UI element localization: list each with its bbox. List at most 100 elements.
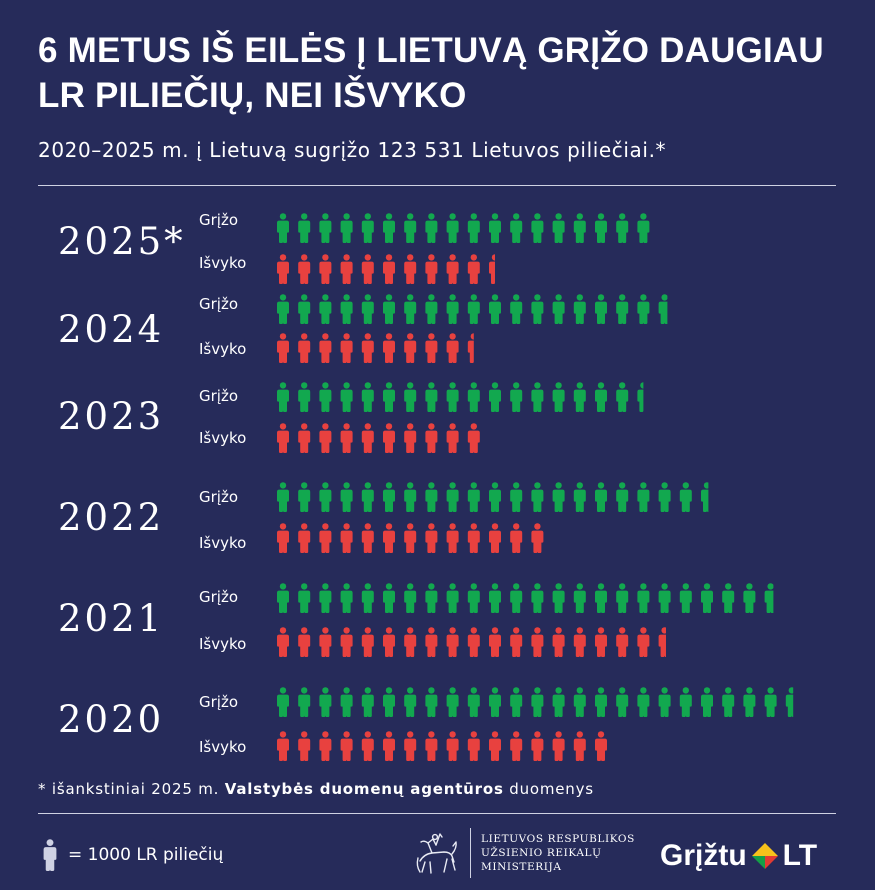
returned-person-2020-24: [764, 687, 777, 717]
returned-person-2022-1: [277, 482, 289, 512]
returned-person-2024-12: [510, 294, 523, 324]
left-person-2022-11: [489, 523, 501, 553]
left-person-2022-2: [298, 523, 311, 553]
left-person-2025-1: [277, 254, 289, 284]
left-person-2021-16: [595, 627, 607, 657]
returned-person-2021-11: [489, 583, 501, 613]
left-person-2023-1: [277, 423, 289, 453]
left-person-2024-4: [340, 333, 353, 363]
left-person-2024-8: [425, 333, 438, 363]
returned-person-2024-15: [573, 294, 586, 324]
returned-person-2025-10: [467, 213, 480, 243]
footnote: * išankstiniai 2025 m. Valstybės duomenų…: [38, 780, 594, 798]
left-person-2021-15: [573, 627, 586, 657]
footnote-prefix: * išankstiniai 2025 m.: [38, 780, 225, 798]
ministry-name: LIETUVOS RESPUBLIKOS UŽSIENIO REIKALŲ MI…: [481, 832, 635, 874]
left-person-2020-15: [573, 731, 586, 761]
left-person-2023-10: [467, 423, 480, 453]
returned-person-2020-19: [658, 687, 671, 717]
left-person-2020-8: [425, 731, 438, 761]
left-person-2023-5: [361, 423, 374, 453]
left-person-2025-7: [404, 254, 417, 284]
returned-person-2023-5: [361, 382, 374, 412]
returned-person-2023-3: [319, 382, 332, 412]
returned-person-2020-2: [298, 687, 311, 717]
left-person-2020-7: [404, 731, 417, 761]
returned-person-2021-22: [722, 583, 735, 613]
returned-person-2021-4: [340, 583, 353, 613]
returned-label-2020: Grįžo: [199, 693, 239, 711]
left-person-2023-7: [404, 423, 417, 453]
legend-text: = 1000 LR piliečių: [68, 845, 224, 865]
left-person-2025-8: [425, 254, 438, 284]
returned-person-2021-19: [658, 583, 671, 613]
returned-person-2024-16: [595, 294, 607, 324]
left-person-2021-19: [658, 627, 666, 657]
returned-person-2024-7: [404, 294, 417, 324]
returned-person-2022-14: [552, 482, 565, 512]
returned-person-2025-3: [319, 213, 332, 243]
returned-person-2020-16: [595, 687, 607, 717]
returned-person-2020-23: [743, 687, 756, 717]
returned-label-2022: Grįžo: [199, 488, 239, 506]
returned-person-2024-9: [446, 294, 459, 324]
left-person-2021-3: [319, 627, 332, 657]
year-label-2021: 2021: [58, 597, 165, 640]
returned-person-2020-12: [510, 687, 523, 717]
ministry-line-2: UŽSIENIO REIKALŲ: [481, 847, 602, 859]
returned-person-2025-16: [595, 213, 607, 243]
left-label-2022: Išvyko: [199, 534, 247, 552]
returned-person-2022-21: [701, 482, 709, 512]
left-person-2022-7: [404, 523, 417, 553]
returned-person-2020-3: [319, 687, 332, 717]
brand-name: Grįžtu: [660, 839, 747, 872]
returned-person-2020-25: [785, 687, 794, 717]
returned-person-2023-17: [616, 382, 629, 412]
left-person-2020-10: [467, 731, 480, 761]
returned-person-2025-11: [489, 213, 501, 243]
returned-person-2024-5: [361, 294, 374, 324]
left-person-2021-4: [340, 627, 353, 657]
returned-person-2023-4: [340, 382, 353, 412]
returned-person-2025-1: [277, 213, 289, 243]
left-person-2025-5: [361, 254, 374, 284]
returned-person-2020-18: [637, 687, 650, 717]
returned-person-2021-10: [467, 583, 480, 613]
returned-person-2021-12: [510, 583, 523, 613]
returned-person-2025-8: [425, 213, 438, 243]
returned-person-2022-2: [298, 482, 311, 512]
returned-person-2021-18: [637, 583, 650, 613]
left-person-2022-13: [531, 523, 544, 553]
returned-person-2021-20: [679, 583, 692, 613]
returned-person-2025-17: [616, 213, 629, 243]
left-person-2024-10: [467, 333, 474, 363]
returned-person-2020-4: [340, 687, 353, 717]
returned-person-2024-2: [298, 294, 311, 324]
left-person-2024-3: [319, 333, 332, 363]
left-person-2020-4: [340, 731, 353, 761]
left-person-2024-2: [298, 333, 311, 363]
brand-suffix: LT: [782, 839, 818, 872]
returned-person-2023-9: [446, 382, 459, 412]
year-label-2020: 2020: [58, 698, 165, 741]
returned-person-2025-12: [510, 213, 523, 243]
left-person-2021-2: [298, 627, 311, 657]
left-person-2020-12: [510, 731, 523, 761]
ministry-line-3: MINISTERIJA: [481, 861, 562, 873]
returned-person-2022-18: [637, 482, 650, 512]
returned-person-2022-15: [573, 482, 586, 512]
returned-person-2024-19: [658, 294, 668, 324]
left-person-2022-3: [319, 523, 332, 553]
returned-person-2020-22: [722, 687, 735, 717]
returned-person-2023-11: [489, 382, 501, 412]
returned-person-2021-14: [552, 583, 565, 613]
returned-person-2021-21: [701, 583, 713, 613]
left-person-2020-13: [531, 731, 544, 761]
left-person-2025-10: [467, 254, 480, 284]
year-label-2022: 2022: [58, 496, 165, 539]
returned-person-2022-5: [361, 482, 374, 512]
grizu-lt-logo: Grįžtu LT: [660, 836, 817, 876]
left-person-2021-6: [383, 627, 395, 657]
returned-person-2024-13: [531, 294, 544, 324]
returned-person-2020-20: [679, 687, 692, 717]
